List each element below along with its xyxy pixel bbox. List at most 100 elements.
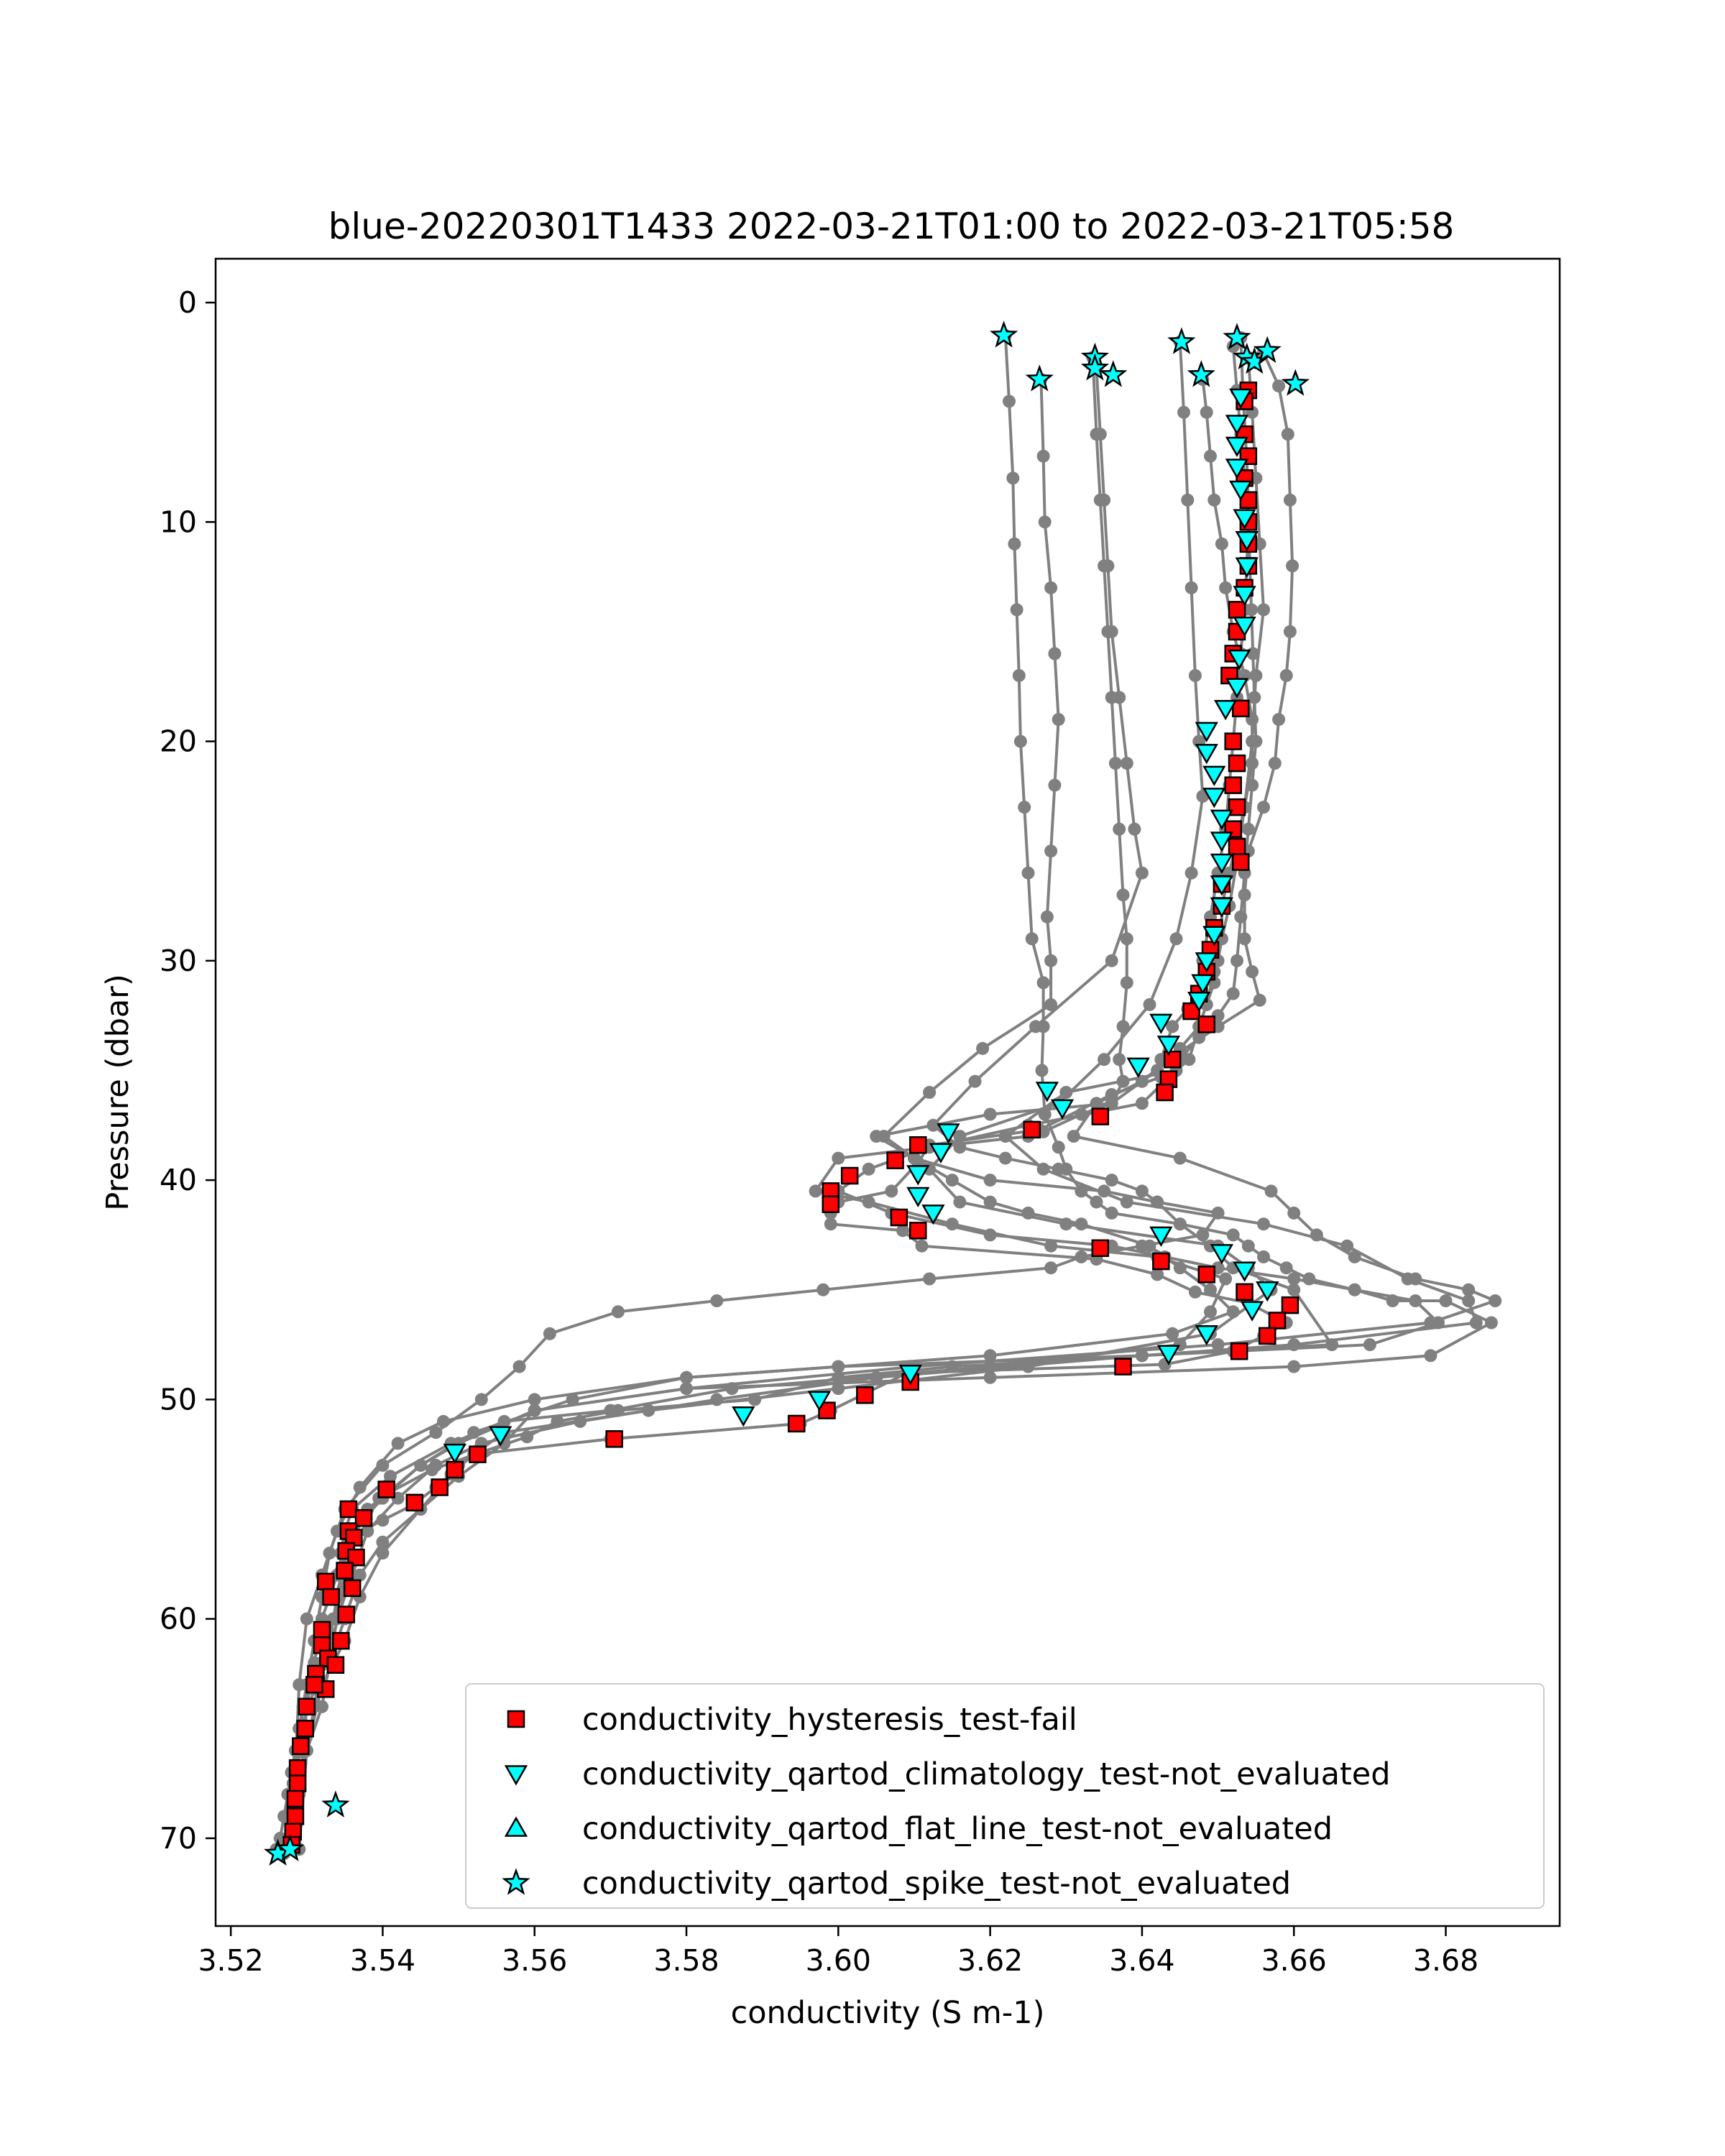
square-marker (1197, 1015, 1215, 1033)
triangle-down-marker (1156, 1036, 1181, 1056)
profile-point (1272, 379, 1286, 393)
square-marker (1236, 1283, 1254, 1302)
star-marker (1223, 323, 1251, 350)
triangle-down-marker (1210, 809, 1234, 830)
profile-point (353, 1480, 367, 1494)
legend-entry: conductivity_qartod_flat_line_test-not_e… (504, 1811, 1333, 1847)
profile-point (1462, 1283, 1476, 1296)
profile-point (1287, 1360, 1301, 1373)
profile-point (1287, 1283, 1301, 1296)
profile-point (1135, 1074, 1149, 1088)
plot-frame (214, 257, 1561, 1927)
profile-point (376, 1535, 390, 1549)
profile-point (1230, 954, 1243, 967)
y-axis-label: Pressure (dbar) (100, 974, 136, 1210)
square-marker (1023, 1120, 1041, 1139)
square-marker (1114, 1358, 1132, 1376)
profile-point (983, 1174, 997, 1187)
profile-point (1249, 734, 1263, 748)
profile-point (1462, 1294, 1476, 1307)
profile-line (290, 352, 1499, 1850)
profile-point (1008, 537, 1021, 550)
y-tick-label: 10 (160, 505, 197, 539)
profile-point (1105, 1174, 1118, 1187)
square-marker (1228, 754, 1246, 773)
triangle-down-marker (1195, 1325, 1218, 1346)
profile-point (748, 1393, 762, 1406)
profile-point (611, 1305, 625, 1319)
square-marker (909, 1222, 927, 1240)
profile-point (1113, 1053, 1126, 1067)
profile-point (1135, 1349, 1149, 1363)
profile-point (870, 1370, 883, 1384)
profile-point (1013, 734, 1027, 748)
profile-point (1120, 757, 1133, 770)
square-marker (286, 1807, 305, 1825)
profile-point (1036, 449, 1050, 463)
profile-point (1238, 888, 1251, 902)
profile-point (816, 1283, 830, 1296)
y-tick-label: 60 (160, 1602, 197, 1636)
profile-point (1052, 1141, 1065, 1154)
profile-point (1006, 471, 1020, 485)
square-marker (337, 1606, 355, 1623)
profile-point (1204, 449, 1217, 463)
profile-point (436, 1414, 450, 1428)
triangle-down-marker (1233, 617, 1256, 637)
legend-label: conductivity_qartod_flat_line_test-not_e… (582, 1811, 1333, 1847)
profile-point (1264, 1184, 1278, 1198)
triangle-down-marker (1195, 952, 1218, 973)
profile-10 (285, 340, 1445, 1856)
square-marker (286, 1789, 305, 1808)
profile-point (1268, 757, 1282, 770)
profile-point (361, 1524, 374, 1538)
square-marker (305, 1675, 323, 1694)
triangle-down-marker (1050, 1099, 1075, 1120)
profile-point (945, 1174, 959, 1187)
legend-label: conductivity_qartod_spike_test-not_evalu… (582, 1866, 1291, 1902)
y-tick-label: 20 (160, 724, 197, 759)
legend: conductivity_hysteresis_test-failconduct… (465, 1683, 1545, 1909)
profile-point (376, 1547, 390, 1560)
profile-point (1003, 395, 1016, 408)
profile-point (566, 1393, 579, 1406)
profile-point (1040, 910, 1054, 923)
profile-point (1143, 998, 1156, 1011)
profile-point (998, 1130, 1012, 1143)
square-marker (354, 1508, 373, 1527)
profile-point (1029, 1020, 1042, 1033)
triangle-down-marker (1156, 1345, 1181, 1365)
square-marker (1224, 776, 1242, 794)
profile-point (1044, 581, 1058, 594)
profile-point (1044, 844, 1058, 858)
square-marker (339, 1500, 358, 1519)
square-marker (1228, 837, 1246, 856)
x-tick-label: 3.68 (1413, 1943, 1478, 1978)
y-tick-label: 40 (160, 1163, 197, 1197)
profile-point (1036, 976, 1050, 990)
star-marker (1281, 369, 1310, 396)
profile-point (1166, 1020, 1179, 1033)
square-marker (343, 1579, 362, 1598)
profile-point (528, 1404, 541, 1417)
square-marker (288, 1759, 307, 1777)
square-marker (469, 1445, 487, 1463)
x-tick-label: 3.66 (1261, 1943, 1327, 1978)
x-tick-label: 3.56 (502, 1943, 567, 1978)
square-marker (1228, 798, 1246, 816)
profile-point (1281, 428, 1294, 441)
profile-point (1120, 976, 1133, 990)
square-marker (316, 1572, 335, 1590)
triangle-down-marker (1202, 926, 1226, 946)
triangle-down-marker (1187, 992, 1211, 1013)
profile-point (1241, 1239, 1255, 1253)
square-marker (322, 1588, 340, 1606)
triangle-down-marker (1233, 586, 1256, 607)
profile-point (1409, 1272, 1422, 1286)
profile-point (1226, 1228, 1240, 1242)
profile-point (1192, 1031, 1206, 1044)
legend-entry: conductivity_qartod_spike_test-not_evalu… (502, 1866, 1291, 1902)
y-tick-label: 0 (178, 285, 197, 320)
y-axis: 0 10 20 30 40 50 60 70 (160, 285, 216, 1856)
profile-point (1044, 1261, 1058, 1275)
